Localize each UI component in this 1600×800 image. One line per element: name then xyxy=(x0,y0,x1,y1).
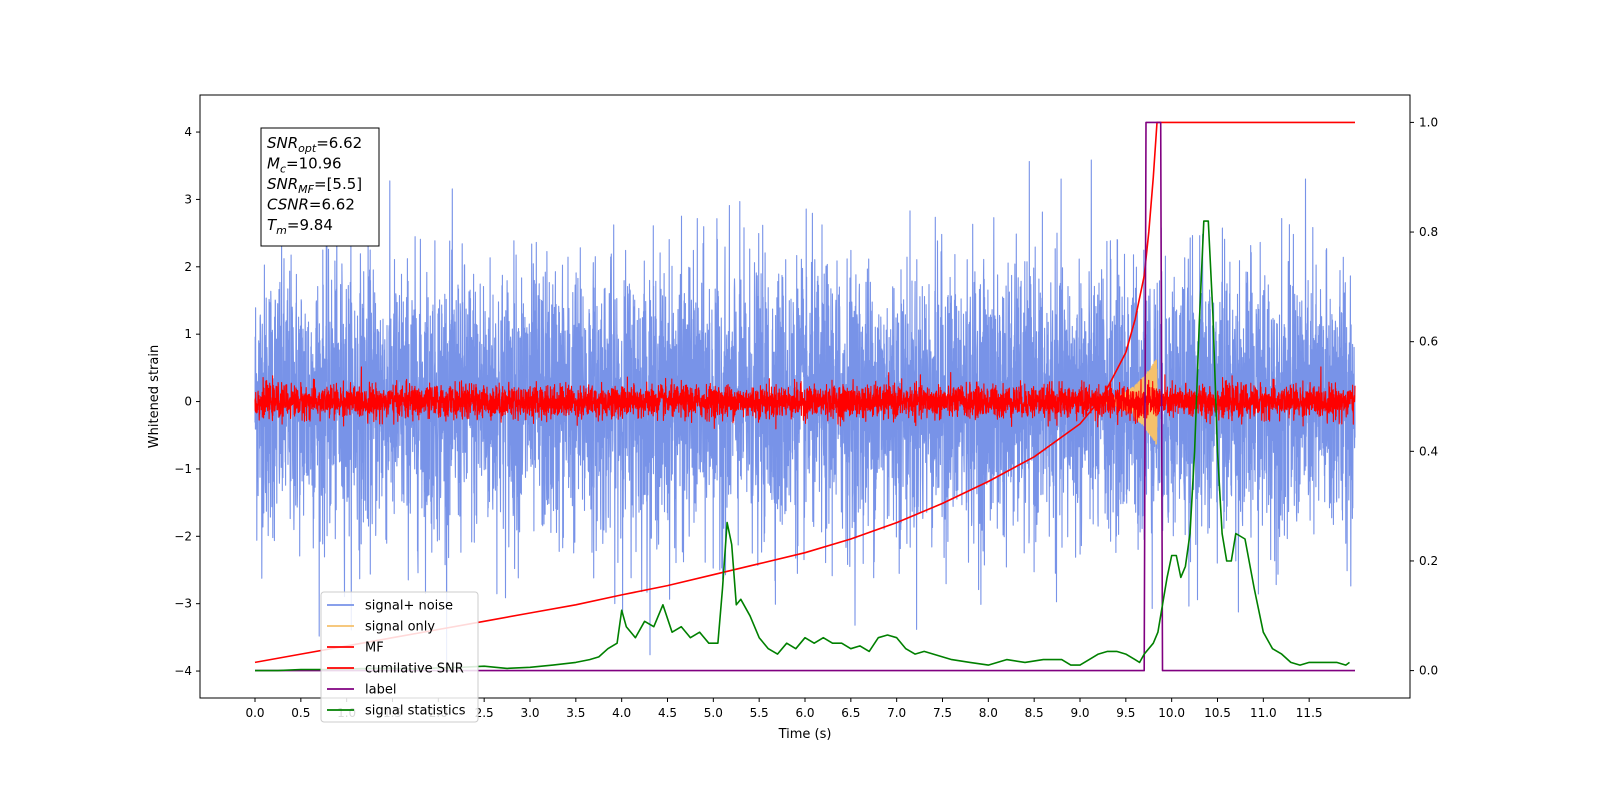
annotation-line: SNRMF=[5.5] xyxy=(267,175,362,196)
y-tick-label: −1 xyxy=(174,462,192,476)
legend-label: signal+ noise xyxy=(365,599,453,614)
x-tick-label: 3.5 xyxy=(566,706,585,720)
annotation-line: Tm=9.84 xyxy=(267,216,333,237)
series-mf-line xyxy=(254,366,1356,430)
y2-tick-label: 0.4 xyxy=(1419,444,1438,458)
series-label-line xyxy=(255,121,1355,672)
x-tick-label: 11.5 xyxy=(1296,706,1323,720)
x-tick-label: 8.5 xyxy=(1025,706,1044,720)
y2-tick-label: 1.0 xyxy=(1419,115,1438,129)
legend: signal+ noise signal only MF cumilative SNR… xyxy=(320,591,479,723)
legend-label: label xyxy=(365,683,396,698)
x-tick-label: 6.0 xyxy=(795,706,814,720)
y-axis-label: Whitened strain xyxy=(147,345,162,448)
x-axis-label: Time (s) xyxy=(778,727,832,742)
x-tick-label: 8.0 xyxy=(979,706,998,720)
legend-label: MF xyxy=(365,641,384,656)
x-tick-label: 10.0 xyxy=(1158,706,1185,720)
x-tick-label: 2.5 xyxy=(475,706,494,720)
y-tick-label: −2 xyxy=(174,529,192,543)
x-tick-label: 4.0 xyxy=(612,706,631,720)
x-tick-label: 0.5 xyxy=(291,706,310,720)
x-tick-label: 7.5 xyxy=(933,706,952,720)
x-tick-label: 9.5 xyxy=(1116,706,1135,720)
x-tick-label: 0.0 xyxy=(245,706,264,720)
y2-tick-label: 0.0 xyxy=(1419,664,1438,678)
y-tick-label: 3 xyxy=(184,192,192,206)
y-tick-label: 0 xyxy=(184,395,192,409)
legend-label: cumilative SNR xyxy=(365,662,464,677)
y-tick-label: −4 xyxy=(174,664,192,678)
legend-label: signal statistics xyxy=(365,704,466,719)
y-tick-label: 1 xyxy=(184,327,192,341)
y-tick-label: −3 xyxy=(174,597,192,611)
x-tick-label: 3.0 xyxy=(520,706,539,720)
series-signal-statistics-line xyxy=(255,220,1350,672)
annotation-line: SNRopt=6.62 xyxy=(267,134,362,155)
x-tick-label: 4.5 xyxy=(658,706,677,720)
x-tick-label: 11.0 xyxy=(1250,706,1277,720)
y-tick-label: 2 xyxy=(184,260,192,274)
annotation-line: Mc=10.96 xyxy=(267,155,342,176)
legend-frame xyxy=(320,591,479,723)
x-tick-label: 6.5 xyxy=(841,706,860,720)
annotation-frame xyxy=(260,127,380,247)
x-tick-label: 5.0 xyxy=(704,706,723,720)
y2-tick-label: 0.2 xyxy=(1419,554,1438,568)
x-tick-label: 7.0 xyxy=(887,706,906,720)
x-tick-label: 9.0 xyxy=(1070,706,1089,720)
y2-tick-label: 0.6 xyxy=(1419,335,1438,349)
y-tick-label: 4 xyxy=(184,125,192,139)
annotation-line: CSNR=6.62 xyxy=(267,196,355,214)
x-tick-label: 10.5 xyxy=(1204,706,1231,720)
y2-tick-label: 0.8 xyxy=(1419,225,1438,239)
x-tick-label: 5.5 xyxy=(750,706,769,720)
legend-label: signal only xyxy=(365,620,435,635)
